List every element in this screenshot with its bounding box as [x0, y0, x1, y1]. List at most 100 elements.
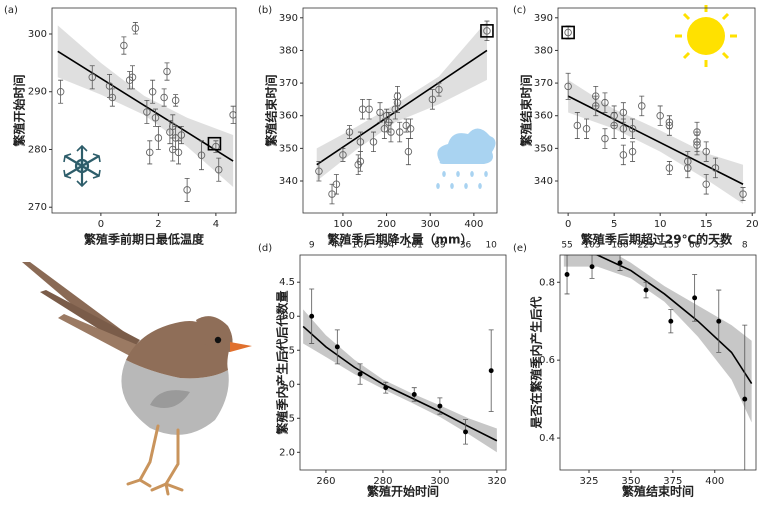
data-point	[145, 148, 154, 157]
y-tick-label: 380	[534, 45, 553, 56]
confidence-band	[316, 21, 487, 182]
fit-line	[567, 95, 744, 185]
error-bar	[703, 174, 709, 195]
sample-size: 66	[689, 241, 701, 251]
plot-frame	[299, 254, 507, 471]
x-tick-label: 400	[464, 219, 483, 230]
x-tick-label: 260	[316, 476, 335, 487]
error-bar	[109, 88, 115, 107]
fit-line	[593, 255, 753, 384]
y-tick-label: 2.5	[279, 413, 295, 424]
error-bar	[394, 92, 400, 113]
data-point	[564, 82, 572, 91]
data-point	[148, 87, 157, 96]
x-tick-label: 200	[377, 219, 396, 230]
x-tick-label: 300	[421, 219, 440, 230]
data-point	[406, 125, 415, 133]
data-point	[395, 128, 404, 136]
data-point	[589, 264, 595, 270]
data-point	[163, 67, 171, 76]
plot-area	[302, 288, 498, 453]
data-point	[638, 102, 646, 110]
sun-icon	[675, 5, 737, 67]
plot-area	[315, 20, 491, 205]
y-tick-label: 370	[279, 78, 298, 89]
y-tick-label: 340	[534, 176, 553, 187]
error-bar	[184, 177, 190, 202]
data-point	[171, 134, 180, 142]
y-tick-label: 4.0	[279, 311, 295, 322]
snowflake-icon	[63, 144, 101, 188]
error-bar	[316, 161, 322, 182]
data-point	[128, 73, 137, 82]
data-point	[105, 82, 114, 90]
y-tick-label: 3.0	[279, 379, 295, 390]
x-tick-label: 375	[663, 476, 682, 487]
y-tick-label: 380	[279, 45, 298, 56]
sample-size: 194	[377, 241, 394, 251]
fit-line	[316, 49, 488, 166]
error-bar	[685, 151, 691, 172]
data-point	[197, 151, 206, 160]
error-bar	[357, 131, 363, 153]
x-tick-label: 0	[565, 219, 571, 230]
data-point	[108, 93, 117, 102]
panel-label: (b)	[258, 5, 272, 16]
x-tick-label: 100	[333, 219, 352, 230]
data-point	[387, 128, 395, 136]
data-point	[684, 157, 692, 166]
data-point	[404, 147, 413, 156]
error-bar	[346, 125, 352, 139]
confidence-band	[568, 79, 744, 204]
data-point	[56, 87, 65, 96]
error-bar	[639, 95, 645, 117]
error-bar	[666, 161, 672, 175]
fit-line	[302, 325, 498, 442]
data-point	[365, 105, 373, 113]
error-bar	[703, 141, 709, 162]
data-point	[564, 272, 570, 277]
error-bar	[565, 72, 571, 100]
x-tick-label: 4	[213, 219, 219, 230]
fit-line	[57, 50, 234, 162]
error-bar	[121, 36, 127, 55]
data-point	[345, 128, 354, 136]
data-point	[619, 125, 628, 133]
error-bar	[602, 92, 608, 113]
error-bar	[173, 94, 179, 107]
error-bar	[593, 95, 599, 117]
data-point	[582, 125, 591, 133]
sample-size: 9	[309, 241, 315, 251]
error-bar	[657, 105, 663, 126]
x-tick-label: 280	[373, 476, 392, 487]
error-bar	[164, 62, 170, 81]
y-axis-label: 繁殖开始时间	[12, 74, 27, 146]
data-point	[742, 396, 748, 402]
data-point	[183, 186, 191, 194]
data-point	[628, 147, 637, 156]
data-point	[435, 85, 443, 94]
error-bar	[366, 99, 372, 120]
error-bar	[132, 22, 138, 35]
error-bar	[176, 140, 181, 165]
data-point	[610, 121, 618, 130]
x-tick-label: 2	[155, 219, 161, 230]
error-bar	[89, 65, 95, 90]
highlight-square	[561, 25, 575, 40]
x-tick-label: 400	[705, 476, 724, 487]
data-point	[160, 93, 168, 102]
data-point	[483, 27, 491, 35]
y-tick-label: 290	[28, 87, 47, 98]
y-tick-label: 390	[279, 13, 298, 24]
data-point	[428, 95, 437, 104]
plot-frame	[51, 7, 237, 214]
error-bar	[429, 89, 435, 110]
data-point	[619, 108, 628, 117]
x-tick-label: 320	[487, 476, 506, 487]
data-point	[229, 111, 236, 119]
data-point	[334, 344, 340, 350]
x-tick-label: 0	[98, 219, 104, 230]
data-point	[383, 385, 389, 391]
